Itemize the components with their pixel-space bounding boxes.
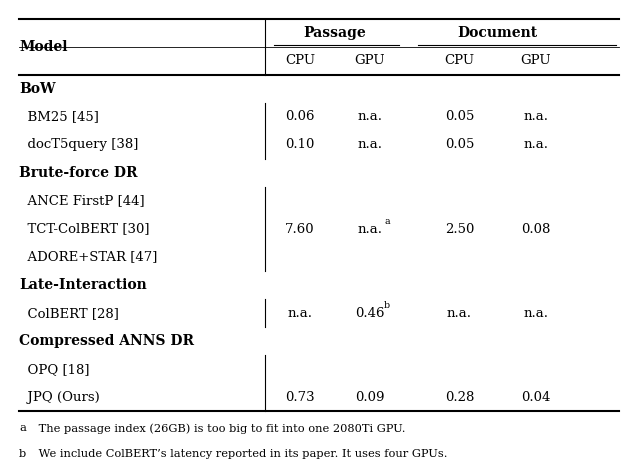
Text: 0.28: 0.28 <box>445 391 474 404</box>
Text: Brute-force DR: Brute-force DR <box>19 166 138 180</box>
Text: n.a.: n.a. <box>357 110 383 124</box>
Text: 0.06: 0.06 <box>285 110 315 124</box>
Text: CPU: CPU <box>444 55 475 67</box>
Text: ADORE+STAR [47]: ADORE+STAR [47] <box>19 251 158 264</box>
Text: Compressed ANNS DR: Compressed ANNS DR <box>19 334 194 348</box>
Text: docT5query [38]: docT5query [38] <box>19 139 138 151</box>
Text: Late-Interaction: Late-Interaction <box>19 278 147 292</box>
Text: Document: Document <box>457 26 538 40</box>
Text: 0.10: 0.10 <box>285 139 315 151</box>
Text: We include ColBERT’s latency reported in its paper. It uses four GPUs.: We include ColBERT’s latency reported in… <box>35 449 448 459</box>
Text: GPU: GPU <box>355 55 385 67</box>
Text: 2.50: 2.50 <box>445 222 474 235</box>
Text: JPQ (Ours): JPQ (Ours) <box>19 391 100 404</box>
Text: 0.04: 0.04 <box>521 391 551 404</box>
Text: n.a.: n.a. <box>523 139 549 151</box>
Text: 0.46: 0.46 <box>355 306 385 320</box>
Text: ANCE FirstP [44]: ANCE FirstP [44] <box>19 195 145 208</box>
Text: b: b <box>19 449 26 459</box>
Text: n.a.: n.a. <box>287 306 313 320</box>
Text: 0.08: 0.08 <box>521 222 551 235</box>
Text: 0.05: 0.05 <box>445 139 474 151</box>
Text: Passage: Passage <box>304 26 366 40</box>
Text: The passage index (26GB) is too big to fit into one 2080Ti GPU.: The passage index (26GB) is too big to f… <box>35 423 406 433</box>
Text: CPU: CPU <box>285 55 315 67</box>
Text: 7.60: 7.60 <box>285 222 315 235</box>
Text: n.a.: n.a. <box>357 222 383 235</box>
Text: n.a.: n.a. <box>357 139 383 151</box>
Text: TCT-ColBERT [30]: TCT-ColBERT [30] <box>19 222 150 235</box>
Text: OPQ [18]: OPQ [18] <box>19 363 90 376</box>
Text: 0.05: 0.05 <box>445 110 474 124</box>
Text: GPU: GPU <box>521 55 551 67</box>
Text: b: b <box>384 301 390 310</box>
Text: BM25 [45]: BM25 [45] <box>19 110 99 124</box>
Text: a: a <box>384 217 390 226</box>
Text: BoW: BoW <box>19 82 56 96</box>
Text: n.a.: n.a. <box>447 306 472 320</box>
Text: a: a <box>19 423 26 433</box>
Text: ColBERT [28]: ColBERT [28] <box>19 306 119 320</box>
Text: n.a.: n.a. <box>523 306 549 320</box>
Text: Model: Model <box>19 40 68 54</box>
Text: n.a.: n.a. <box>523 110 549 124</box>
Text: 0.73: 0.73 <box>285 391 315 404</box>
Text: 0.09: 0.09 <box>355 391 385 404</box>
